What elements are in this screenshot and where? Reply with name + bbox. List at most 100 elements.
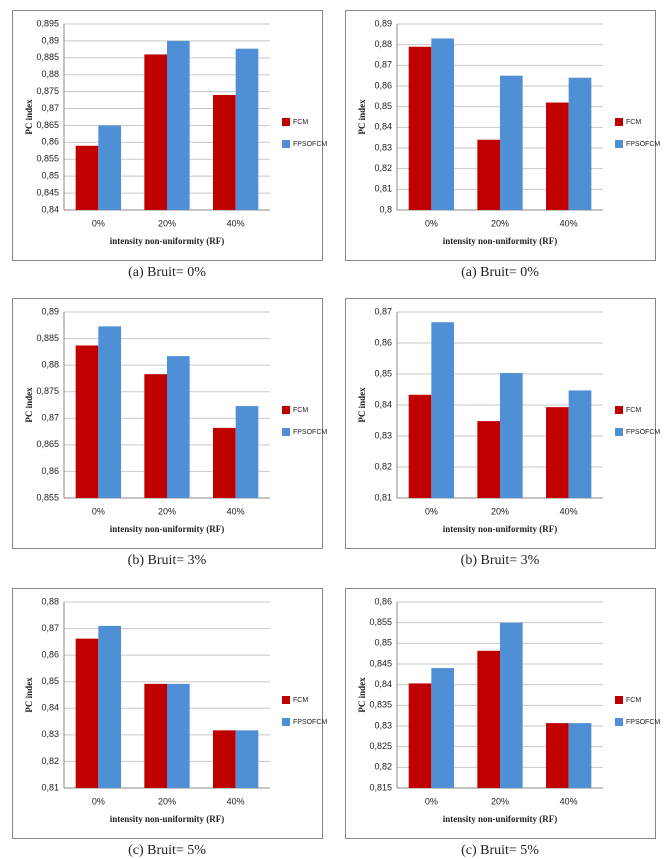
legend-label: FPSOFCM xyxy=(293,141,327,148)
legend-label: FPSOFCM xyxy=(293,429,327,436)
y-tick-label: 0,83 xyxy=(374,430,392,440)
chart: 0,855 0,86 0,865 0,87 0,875 0,88 0,885 0,89 0% 20… xyxy=(12,298,327,568)
x-tick-label: 0% xyxy=(425,796,438,806)
y-tick-label: 0,82 xyxy=(374,762,392,772)
y-tick-label: 0,84 xyxy=(41,703,59,713)
caption: (c) Bruit= 5% xyxy=(461,843,539,858)
y-tick-label: 0,87 xyxy=(41,413,59,423)
legend-label: FCM xyxy=(293,407,308,414)
bar xyxy=(568,723,592,788)
y-tick-label: 0,87 xyxy=(374,306,392,316)
y-tick-label: 0,89 xyxy=(41,306,59,316)
y-tick-label: 0,86 xyxy=(374,596,392,606)
y-tick-label: 0,88 xyxy=(41,360,59,370)
y-tick-label: 0,835 xyxy=(369,700,392,710)
legend-label: FPSOFCM xyxy=(626,141,660,148)
y-tick-label: 0,825 xyxy=(369,741,392,751)
bar xyxy=(167,683,190,788)
bar xyxy=(546,723,569,788)
legend-label: FPSOFCM xyxy=(626,429,660,436)
bar xyxy=(500,373,523,498)
y-tick-label: 0,84 xyxy=(374,679,392,689)
y-axis-label: PC index xyxy=(24,677,34,713)
x-tick-label: 20% xyxy=(491,218,509,228)
bar xyxy=(213,95,236,210)
legend-label: FPSOFCM xyxy=(626,719,660,726)
bar xyxy=(546,407,569,498)
legend-swatch xyxy=(615,718,623,726)
y-tick-label: 0,86 xyxy=(41,137,59,147)
chart: 0,815 0,82 0,825 0,83 0,835 0,84 0,845 0,85 0,85… xyxy=(345,588,660,858)
bar xyxy=(546,102,569,210)
legend-swatch xyxy=(615,696,623,704)
caption: (b) Bruit= 3% xyxy=(461,553,540,568)
x-tick-label: 20% xyxy=(158,218,176,228)
y-tick-label: 0,895 xyxy=(36,18,59,28)
bar xyxy=(144,683,167,788)
legend-swatch xyxy=(282,406,290,414)
x-tick-label: 0% xyxy=(425,218,438,228)
bar xyxy=(431,38,454,210)
y-tick-label: 0,87 xyxy=(374,60,392,70)
y-tick-label: 0,89 xyxy=(41,35,59,45)
bar xyxy=(408,683,432,788)
y-tick-label: 0,83 xyxy=(374,142,392,152)
y-tick-label: 0,855 xyxy=(369,617,392,627)
bar xyxy=(477,421,500,498)
legend-swatch xyxy=(282,696,290,704)
y-tick-label: 0,84 xyxy=(374,122,392,132)
y-tick-label: 0,85 xyxy=(41,676,59,686)
chart: 0,81 0,82 0,83 0,84 0,85 0,86 0,87 0,88 0% 20% 40%… xyxy=(12,588,327,858)
bar xyxy=(477,139,500,210)
legend-label: FCM xyxy=(626,697,641,704)
bar xyxy=(568,77,592,210)
y-tick-label: 0,88 xyxy=(41,596,59,606)
y-tick-label: 0,88 xyxy=(374,39,392,49)
bar xyxy=(408,394,432,498)
y-axis-label: PC index xyxy=(357,387,367,423)
x-tick-label: 20% xyxy=(491,796,509,806)
legend-label: FCM xyxy=(626,119,641,126)
y-tick-label: 0,87 xyxy=(41,623,59,633)
x-tick-label: 0% xyxy=(425,506,438,516)
y-tick-label: 0,86 xyxy=(41,650,59,660)
y-tick-label: 0,85 xyxy=(41,171,59,181)
legend-label: FCM xyxy=(626,407,641,414)
x-axis-label: intensity non-uniformity (RF) xyxy=(110,814,225,824)
chart: 0,8 0,81 0,82 0,83 0,84 0,85 0,86 0,87 0,88 0,89 0… xyxy=(345,10,660,280)
bar xyxy=(144,374,167,498)
y-tick-label: 0,86 xyxy=(41,466,59,476)
x-tick-label: 20% xyxy=(158,796,176,806)
x-tick-label: 40% xyxy=(227,796,245,806)
y-tick-label: 0,885 xyxy=(36,52,59,62)
x-tick-label: 40% xyxy=(227,506,245,516)
bar xyxy=(431,322,454,498)
bar xyxy=(213,730,236,788)
legend-label: FCM xyxy=(293,697,308,704)
bar xyxy=(477,650,500,788)
y-tick-label: 0,82 xyxy=(374,163,392,173)
bar xyxy=(75,638,99,788)
x-axis-label: intensity non-uniformity (RF) xyxy=(443,236,558,246)
y-axis-label: PC index xyxy=(24,387,34,423)
y-tick-label: 0,81 xyxy=(374,492,392,502)
bar xyxy=(98,326,121,498)
y-axis-label: PC index xyxy=(357,677,367,713)
y-tick-label: 0,875 xyxy=(36,386,59,396)
legend-swatch xyxy=(615,118,623,126)
x-tick-label: 20% xyxy=(158,506,176,516)
y-tick-label: 0,85 xyxy=(374,638,392,648)
bar xyxy=(568,390,592,498)
y-tick-label: 0,85 xyxy=(374,101,392,111)
x-axis-label: intensity non-uniformity (RF) xyxy=(110,524,225,534)
bar xyxy=(213,427,236,498)
y-tick-label: 0,82 xyxy=(374,461,392,471)
x-axis-label: intensity non-uniformity (RF) xyxy=(443,814,558,824)
y-tick-label: 0,865 xyxy=(36,439,59,449)
y-tick-label: 0,84 xyxy=(374,399,392,409)
y-tick-label: 0,8 xyxy=(379,204,392,214)
y-tick-label: 0,84 xyxy=(41,204,59,214)
y-tick-label: 0,855 xyxy=(36,154,59,164)
caption: (c) Bruit= 5% xyxy=(128,843,206,858)
